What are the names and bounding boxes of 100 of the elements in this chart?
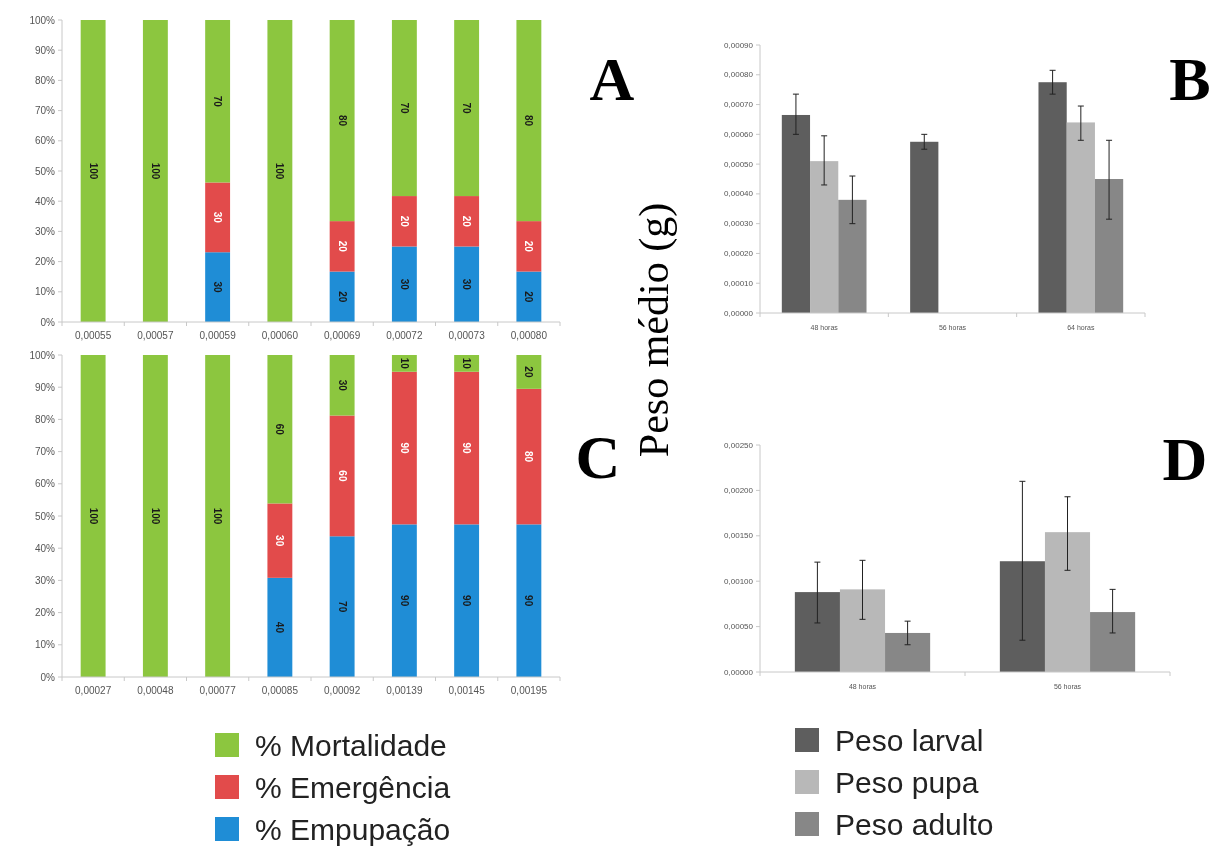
x-tick-label: 0,00073: [448, 330, 486, 341]
y-tick-label: 0,00090: [724, 40, 754, 50]
annotation: 90: [461, 442, 473, 455]
annotation: 100: [274, 162, 286, 180]
y-tick-label: 0,00100: [724, 576, 754, 586]
annotation: 70: [398, 102, 410, 115]
y-tick-label: 0,00200: [724, 485, 754, 495]
y-tick-label: 0,00000: [724, 308, 754, 318]
y-tick-label: 60%: [34, 478, 56, 490]
text: C: [575, 423, 621, 491]
y-tick-label: 40%: [34, 542, 56, 554]
annotation: 90: [398, 595, 410, 607]
annotation: 20: [523, 240, 535, 253]
y-tick-label: 90%: [34, 44, 56, 56]
annotation: 70: [336, 601, 348, 613]
y-tick-label: 0,00080: [724, 70, 754, 80]
y-tick-label: 0,00000: [724, 667, 754, 677]
annotation: 30: [274, 535, 286, 547]
annotation: 80: [523, 451, 535, 463]
legend-label: % Mortalidade: [255, 728, 447, 762]
y-tick-label: 0,00150: [724, 531, 754, 541]
y-tick-label: 0,00050: [724, 159, 754, 169]
x-tick-label: 0,00145: [448, 685, 486, 696]
y-tick-label: 30%: [34, 225, 56, 237]
y-tick-label: 0,00030: [724, 219, 754, 229]
y-tick-label: 80%: [34, 74, 56, 86]
x-tick-label: 0,00055: [75, 330, 112, 341]
y-tick-label: 0,00050: [724, 622, 754, 632]
annotation: 10: [461, 357, 473, 370]
annotation: 20: [398, 215, 410, 228]
y-tick-label: 50%: [34, 510, 56, 522]
annotation: 20: [336, 291, 348, 303]
y-tick-label: 0,00040: [724, 189, 754, 199]
y-tick-label: 0,00020: [724, 248, 754, 258]
y-tick-label: 0,00010: [724, 278, 754, 288]
legend-label: Peso larval: [835, 723, 984, 757]
annotation: 70: [461, 102, 473, 115]
legend-label: Peso adulto: [835, 807, 994, 841]
y-tick-label: 70%: [34, 105, 56, 117]
y-tick-label: 0,00060: [724, 129, 754, 139]
y-tick-label: 70%: [34, 446, 56, 458]
x-tick-label: 0,00092: [324, 685, 361, 696]
y-tick-label: 0,00070: [724, 100, 754, 110]
annotation: 20: [523, 366, 535, 378]
x-tick-label: 0,00060: [261, 330, 299, 341]
y-tick-label: 50%: [34, 165, 56, 177]
annotation: 40: [274, 621, 286, 634]
x-tick-label: 0,00139: [386, 685, 423, 696]
chart-title: A: [589, 45, 635, 113]
annotation: 100: [149, 162, 161, 180]
x-tick-label: 0,00027: [75, 685, 112, 696]
annotation: 30: [461, 278, 473, 291]
chart-title: D: [1162, 425, 1208, 493]
annotation: 100: [87, 507, 99, 525]
x-tick-label: 0,00077: [199, 685, 237, 696]
y-tick-label: 100%: [29, 14, 56, 26]
y-tick-label: 20%: [34, 256, 56, 268]
x-tick-label: 0,00085: [261, 685, 299, 696]
annotation: 60: [274, 423, 286, 436]
x-tick-label: 0,00059: [199, 330, 237, 341]
y-tick-label: 10%: [34, 286, 56, 298]
y-tick-label: 100%: [29, 349, 56, 361]
annotation: 70: [212, 95, 224, 108]
legend-label: % Emergência: [255, 770, 451, 804]
chart-title: B: [1169, 45, 1211, 113]
annotation: 30: [398, 278, 410, 291]
annotation: 30: [212, 211, 224, 224]
annotation: 60: [336, 470, 348, 482]
annotation: 20: [523, 291, 535, 303]
y-tick-label: 0,00250: [724, 440, 754, 450]
annotation: 20: [336, 240, 348, 253]
annotation: 10: [398, 357, 410, 370]
y-tick-label: 80%: [34, 413, 56, 425]
x-tick-label: 0,00069: [324, 330, 361, 341]
legend-label: Peso pupa: [835, 765, 979, 799]
x-tick-label: 0,00057: [137, 330, 174, 341]
annotation: 80: [336, 115, 348, 127]
annotation: 100: [149, 507, 161, 525]
annotation: 100: [212, 507, 224, 525]
annotation: 30: [336, 379, 348, 392]
y-tick-label: 20%: [34, 607, 56, 619]
annotation: 90: [398, 442, 410, 455]
x-tick-label: 0,00048: [137, 685, 174, 696]
y-tick-label: 0%: [40, 671, 56, 683]
legend-label: % Empupação: [255, 812, 451, 846]
y-tick-label: 90%: [34, 381, 56, 393]
x-tick-label: 0,00080: [510, 330, 548, 341]
y-tick-label: 30%: [34, 574, 56, 586]
y-tick-label: 40%: [34, 195, 56, 207]
annotation: 90: [461, 595, 473, 607]
annotation: 20: [461, 215, 473, 228]
y-axis-title: Peso médio (g): [631, 202, 678, 458]
annotation: 80: [523, 115, 535, 127]
annotation: 90: [523, 595, 535, 607]
x-tick-label: 0,00195: [510, 685, 548, 696]
annotation: 100: [87, 162, 99, 180]
x-tick-label: 0,00072: [386, 330, 423, 341]
y-tick-label: 0%: [40, 316, 56, 328]
y-tick-label: 10%: [34, 639, 56, 651]
annotation: 30: [212, 281, 224, 294]
